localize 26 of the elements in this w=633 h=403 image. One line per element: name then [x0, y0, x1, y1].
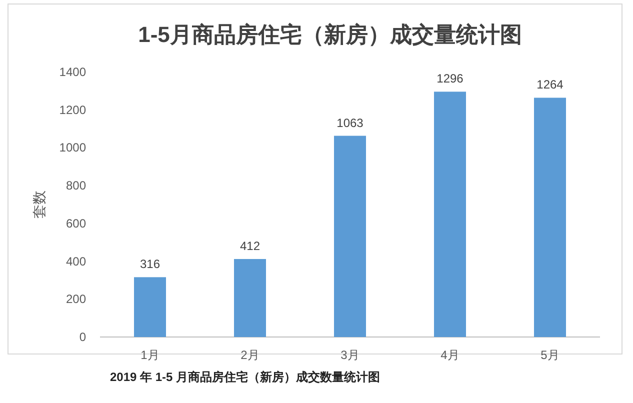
y-axis-title: 套数: [32, 190, 48, 218]
y-tick-label: 200: [66, 292, 86, 306]
x-tick-label: 3月: [340, 348, 360, 362]
y-tick-label: 1000: [59, 140, 86, 155]
x-tick-label: 2月: [240, 348, 260, 362]
data-label: 316: [140, 257, 160, 272]
y-tick-label: 600: [66, 216, 86, 230]
y-tick-label: 0: [79, 330, 86, 344]
x-tick-label: 5月: [540, 348, 560, 362]
data-label: 412: [240, 239, 260, 254]
bar: [134, 277, 166, 337]
bar: [534, 98, 566, 337]
x-tick-label: 4月: [440, 348, 460, 362]
bar: [334, 136, 366, 337]
y-tick-label: 800: [66, 178, 86, 193]
bar: [434, 92, 466, 337]
text: 2019 年 1-5 月商品房住宅（新房）成交数量统计图: [110, 370, 380, 384]
bar: [234, 259, 266, 337]
y-tick-label: 400: [66, 254, 86, 268]
data-label: 1296: [436, 72, 464, 86]
data-label: 1063: [336, 116, 364, 130]
y-tick-label: 1400: [59, 65, 86, 79]
x-tick-label: 1月: [140, 348, 160, 362]
data-label: 1264: [536, 78, 564, 92]
y-tick-label: 1200: [59, 102, 86, 117]
chart-title: 1-5月商品房住宅（新房）成交量统计图: [138, 22, 522, 47]
